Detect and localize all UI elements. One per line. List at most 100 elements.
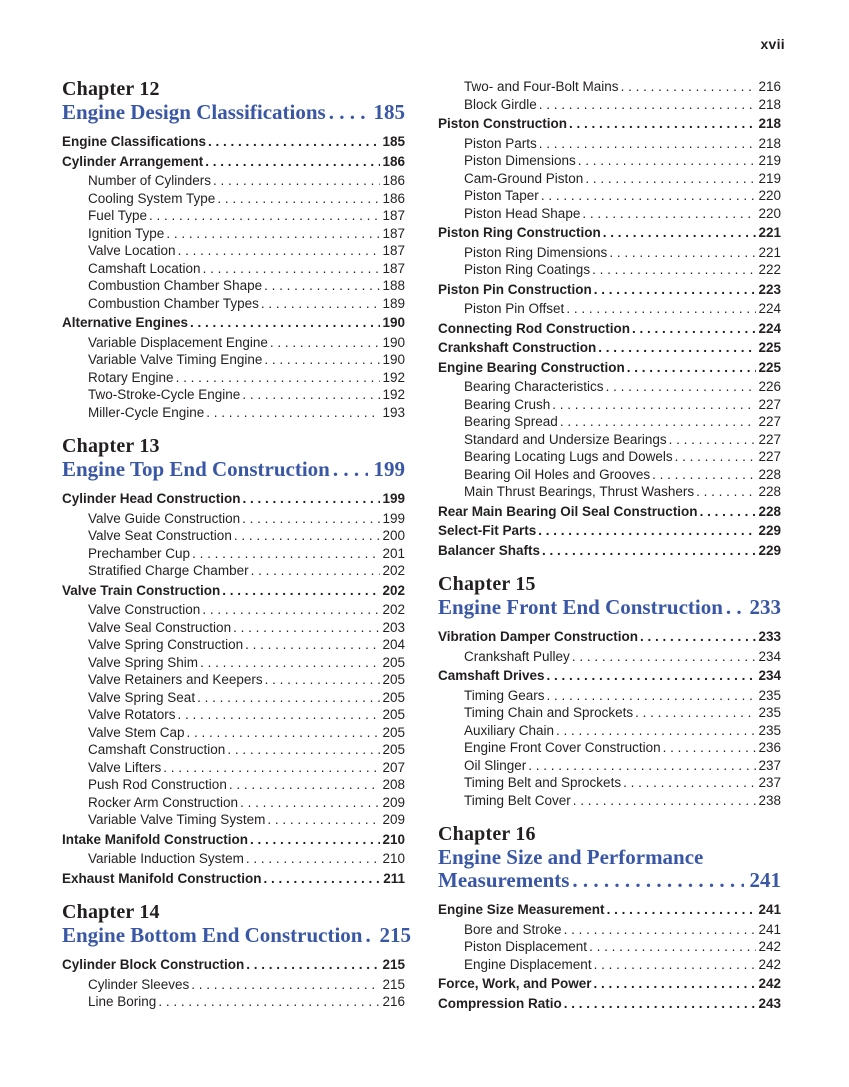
entry-title: Cylinder Block Construction xyxy=(62,957,245,972)
entry-title: Rotary Engine xyxy=(88,369,174,385)
toc-subentry: Variable Valve Timing Engine 190 xyxy=(62,351,405,369)
entry-title: Cylinder Head Construction xyxy=(62,491,241,506)
entry-page-number: 227 xyxy=(758,449,781,464)
dot-leader xyxy=(566,300,756,318)
entry-title: Timing Chain and Sprockets xyxy=(464,705,634,720)
entry-page-number: 229 xyxy=(758,523,781,538)
dot-leader xyxy=(251,562,381,580)
entry-title: Push Rod Construction xyxy=(88,777,227,792)
entry-page-number: 193 xyxy=(382,404,405,420)
dot-leader xyxy=(589,938,756,956)
chapter-title-text: Engine Top End Construction xyxy=(62,457,330,481)
page-number: xvii xyxy=(760,36,785,52)
entry-page-number: 190 xyxy=(382,315,405,330)
entry-title: Piston Dimensions xyxy=(464,153,576,168)
dot-leader xyxy=(528,757,756,775)
entry-title: Rear Main Bearing Oil Seal Construction xyxy=(438,503,698,519)
entry-page-number: 209 xyxy=(382,794,405,810)
entry-title: Balancer Shafts xyxy=(438,542,541,558)
toc-subentry: Two- and Four-Bolt Mains 216 xyxy=(438,78,781,96)
toc-subentry: Ignition Type 187 xyxy=(62,225,405,243)
dot-leader xyxy=(552,396,756,414)
entry-page-number: 188 xyxy=(382,278,405,293)
entry-page-number: 243 xyxy=(758,995,781,1011)
dot-leader xyxy=(264,870,382,888)
entry-title: Bearing Spread xyxy=(464,414,558,429)
chapter-page-number: 241 xyxy=(749,868,782,892)
dot-leader xyxy=(578,152,757,170)
entry-page-number: 203 xyxy=(382,619,405,635)
toc-subentry: Valve Spring Shim 205 xyxy=(62,654,405,672)
dot-leader xyxy=(700,503,757,521)
dot-leader xyxy=(233,619,380,637)
toc-entry: Cylinder Head Construction 199 xyxy=(62,490,405,508)
toc-entry: Piston Pin Construction 223 xyxy=(438,281,781,299)
toc-entry: Vibration Damper Construction 233 xyxy=(438,628,781,646)
dot-leader xyxy=(541,187,757,205)
toc-entry: Crankshaft Construction 225 xyxy=(438,339,781,357)
entry-page-number: 220 xyxy=(758,205,781,221)
chapter-title-row: Engine Design Classifications 185 xyxy=(62,101,405,124)
toc-entry: Alternative Engines 190 xyxy=(62,314,405,332)
toc-subentry: Piston Pin Offset 224 xyxy=(438,300,781,318)
toc-entry: Connecting Rod Construction 224 xyxy=(438,320,781,338)
toc-subentry: Engine Front Cover Construction 236 xyxy=(438,739,781,757)
entry-page-number: 187 xyxy=(382,225,405,241)
dot-leader xyxy=(603,224,757,242)
toc-subentry: Valve Rotators 205 xyxy=(62,706,405,724)
chapter-label: Chapter 13 xyxy=(62,435,160,457)
dot-leader xyxy=(632,320,756,338)
toc-subentry: Piston Parts 218 xyxy=(438,135,781,153)
toc-subentry: Standard and Undersize Bearings 227 xyxy=(438,431,781,449)
toc-subentry: Timing Chain and Sprockets 235 xyxy=(438,704,781,722)
entry-title: Number of Cylinders xyxy=(88,173,212,188)
entry-title: Alternative Engines xyxy=(62,315,189,330)
toc-entry: Intake Manifold Construction 210 xyxy=(62,831,405,849)
entry-page-number: 235 xyxy=(758,687,781,703)
entry-page-number: 199 xyxy=(382,510,405,526)
entry-page-number: 224 xyxy=(758,301,781,316)
entry-title: Valve Lifters xyxy=(88,759,162,775)
chapter-label: Chapter 15 xyxy=(438,573,536,595)
dot-leader xyxy=(560,413,757,431)
entry-title: Camshaft Location xyxy=(88,260,201,276)
dot-leader xyxy=(569,115,756,133)
dot-leader xyxy=(621,78,757,96)
entry-page-number: 219 xyxy=(758,170,781,186)
entry-title: Camshaft Drives xyxy=(438,668,545,683)
entry-title: Vibration Damper Construction xyxy=(438,629,639,644)
chapter-header: Chapter 16 Engine Size and Performance Mea… xyxy=(438,823,781,892)
dot-leader xyxy=(265,671,381,689)
entry-title: Oil Slinger xyxy=(464,757,527,773)
dot-leader xyxy=(607,901,757,919)
dot-leader xyxy=(264,351,380,369)
entry-page-number: 200 xyxy=(382,528,405,543)
dot-leader xyxy=(539,96,757,114)
entry-page-number: 223 xyxy=(758,281,781,297)
chapter-title-text: Measurements xyxy=(438,868,570,892)
dot-leader xyxy=(564,921,757,939)
toc-subentry: Two-Stroke-Cycle Engine 192 xyxy=(62,386,405,404)
toc-entry: Compression Ratio 243 xyxy=(438,995,781,1013)
entry-page-number: 234 xyxy=(758,668,781,683)
dot-leader xyxy=(242,386,380,404)
toc-subentry: Combustion Chamber Types 189 xyxy=(62,295,405,313)
entry-title: Bore and Stroke xyxy=(464,921,562,937)
chapter-label: Chapter 12 xyxy=(62,78,160,100)
chapter-title-text: Engine Design Classifications xyxy=(62,100,326,124)
dot-leader xyxy=(227,741,380,759)
toc-entry: Select-Fit Parts 229 xyxy=(438,522,781,540)
toc-subentry: Camshaft Construction 205 xyxy=(62,741,405,759)
dot-leader xyxy=(594,281,757,299)
chapter-title: Engine Bottom End Construction 215 xyxy=(62,924,411,947)
entry-title: Piston Pin Construction xyxy=(438,281,592,297)
entry-title: Piston Head Shape xyxy=(464,205,581,221)
entry-page-number: 221 xyxy=(758,225,781,240)
entry-page-number: 218 xyxy=(758,116,781,131)
entry-title: Combustion Chamber Types xyxy=(88,295,259,311)
toc-subentry: Auxiliary Chain 235 xyxy=(438,722,781,740)
entry-page-number: 190 xyxy=(382,334,405,350)
